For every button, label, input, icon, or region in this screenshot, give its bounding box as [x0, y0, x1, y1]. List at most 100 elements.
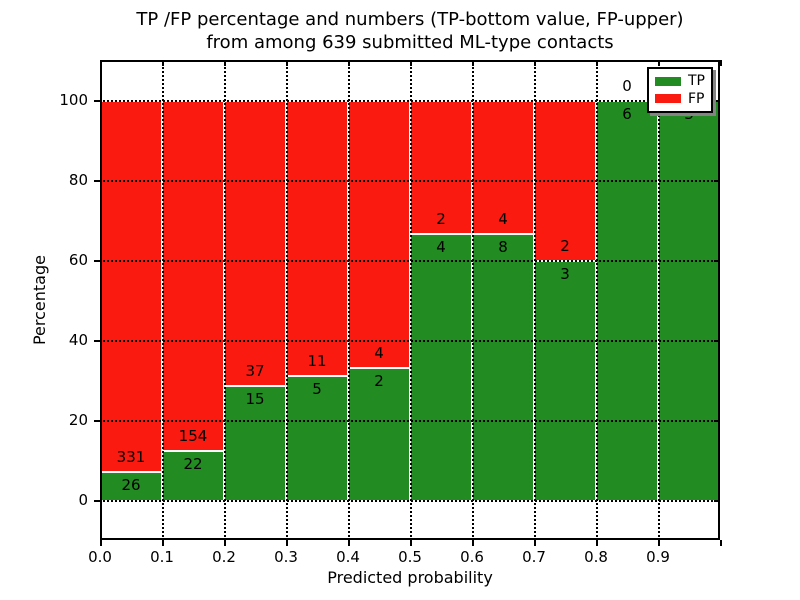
tp-count-label: 2: [374, 371, 384, 390]
tp-bar-segment: [658, 100, 720, 500]
x-tick: [472, 540, 474, 546]
fp-bar-segment: [286, 100, 348, 375]
y-tick: [94, 100, 100, 102]
x-tick-top: [410, 60, 412, 66]
x-tick: [596, 540, 598, 546]
vertical-gridline: [286, 60, 288, 540]
x-axis-label: Predicted probability: [327, 568, 493, 587]
tp-count-label: 6: [622, 105, 632, 123]
y-tick-label: 80: [68, 171, 88, 189]
tp-bar-segment: [100, 470, 162, 500]
x-tick: [162, 540, 164, 546]
y-tick: [94, 180, 100, 182]
tp-legend-swatch-icon: [655, 76, 681, 86]
tp-count-label: 3: [560, 265, 570, 283]
y-tick-right: [714, 260, 720, 262]
fp-bar-segment: [162, 100, 224, 450]
fp-count-label: 331: [116, 447, 146, 466]
y-tick-label: 40: [68, 331, 88, 349]
y-tick-label: 60: [68, 251, 88, 269]
fp-count-label: 2: [560, 237, 570, 255]
x-tick: [410, 540, 412, 546]
fp-count-label: 4: [498, 210, 508, 229]
tp-bar-segment: [410, 233, 472, 500]
legend-label-fp: FP: [688, 90, 705, 107]
legend-entry-fp: FP: [655, 92, 705, 106]
x-tick-label: 0.2: [212, 548, 236, 566]
x-tick-label: 0.0: [88, 548, 112, 566]
x-tick-top: [720, 60, 722, 66]
chart-title-line2: from among 639 submitted ML-type contact…: [206, 32, 614, 53]
y-tick-right: [714, 340, 720, 342]
fp-legend-swatch-icon: [655, 94, 681, 104]
fp-count-label: 2: [436, 210, 446, 229]
y-tick-label: 20: [68, 411, 88, 429]
tp-count-label: 22: [183, 455, 203, 473]
y-tick-label: 100: [59, 91, 88, 109]
tp-count-label: 5: [312, 380, 322, 398]
y-tick-right: [714, 100, 720, 102]
fp-bar-segment: [472, 100, 534, 234]
x-tick-top: [348, 60, 350, 66]
legend: TP FP: [647, 67, 713, 113]
vertical-gridline: [472, 60, 474, 540]
tp-count-label: 26: [121, 475, 141, 494]
y-tick: [94, 500, 100, 502]
x-tick: [534, 540, 536, 546]
x-tick-label: 0.1: [150, 548, 174, 566]
y-tick-right: [714, 420, 720, 422]
x-tick-top: [162, 60, 164, 66]
x-tick-label: 0.5: [398, 548, 422, 566]
x-tick-label: 0.3: [274, 548, 298, 566]
y-tick-label: 0: [78, 491, 88, 509]
x-tick-top: [658, 60, 660, 66]
vertical-gridline: [224, 60, 226, 540]
x-tick-top: [472, 60, 474, 66]
tp-bar-segment: [286, 375, 348, 500]
x-tick-label: 0.8: [584, 548, 608, 566]
x-tick-label: 0.6: [460, 548, 484, 566]
x-tick: [224, 540, 226, 546]
fp-count-label: 0: [622, 77, 632, 95]
x-tick: [286, 540, 288, 546]
fp-bar-segment: [410, 100, 472, 234]
fp-count-label: 37: [245, 361, 265, 380]
tp-count-label: 8: [498, 238, 508, 257]
x-tick: [348, 540, 350, 546]
x-tick-top: [286, 60, 288, 66]
x-tick: [720, 540, 722, 546]
x-tick-label: 0.9: [646, 548, 670, 566]
tp-bar-segment: [348, 366, 410, 500]
y-tick: [94, 420, 100, 422]
fp-bar-segment: [100, 100, 162, 471]
fp-count-label: 154: [178, 427, 208, 445]
x-tick: [658, 540, 660, 546]
x-tick-top: [596, 60, 598, 66]
x-tick-top: [100, 60, 102, 66]
x-tick: [100, 540, 102, 546]
y-tick: [94, 260, 100, 262]
x-tick-top: [224, 60, 226, 66]
tp-count-label: 3: [684, 105, 694, 123]
x-tick-label: 0.4: [336, 548, 360, 566]
tp-bar-segment: [162, 450, 224, 500]
x-tick-top: [534, 60, 536, 66]
tp-bar-segment: [224, 384, 286, 500]
fp-bar-segment: [348, 100, 410, 367]
legend-label-tp: TP: [688, 73, 705, 90]
fp-count-label: 11: [307, 352, 327, 370]
vertical-gridline: [348, 60, 350, 540]
x-tick-label: 0.7: [522, 548, 546, 566]
tp-bar-segment: [596, 100, 658, 500]
legend-entry-tp: TP: [655, 74, 705, 88]
y-tick: [94, 340, 100, 342]
vertical-gridline: [658, 60, 660, 540]
tp-bar-segment: [472, 233, 534, 500]
y-axis-label: Percentage: [30, 255, 49, 346]
vertical-gridline: [410, 60, 412, 540]
vertical-gridline: [596, 60, 598, 540]
plot-area: 33126154223715115422448230603: [100, 60, 720, 540]
fp-count-label: 4: [374, 343, 384, 362]
y-tick-right: [714, 180, 720, 182]
